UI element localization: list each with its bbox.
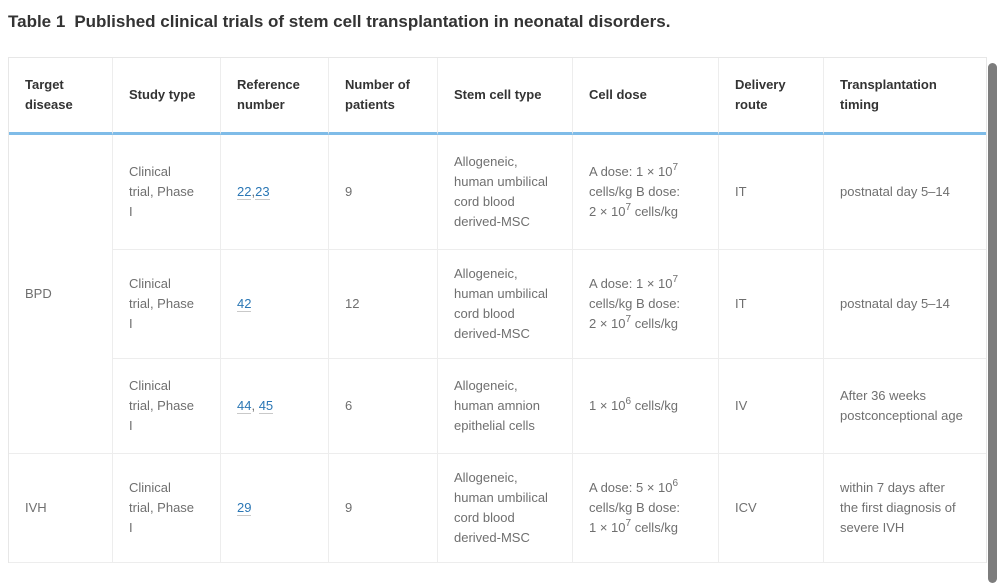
reference-link[interactable]: 29: [237, 500, 252, 516]
column-header-transplantation-timing: Transplantation timing: [824, 58, 986, 135]
table-caption-label: Table 1: [8, 12, 66, 31]
cell-delivery-route: IT: [719, 135, 824, 250]
cell-reference-number: 42: [221, 250, 329, 359]
reference-link[interactable]: 44: [237, 398, 252, 414]
reference-link[interactable]: 23: [255, 184, 270, 200]
column-header-stem-cell-type: Stem cell type: [438, 58, 573, 135]
reference-link[interactable]: 42: [237, 296, 252, 312]
cell-delivery-route: IV: [719, 359, 824, 454]
table-row: Clinical trial, Phase I 44, 45 6 Allogeneic…: [9, 359, 986, 454]
column-header-target-disease: Target disease: [9, 58, 113, 135]
cell-stem-cell-type: Allogeneic, human amnion epithelial cell…: [438, 359, 573, 454]
cell-cell-dose: A dose: 1 × 107 cells/kg B dose: 2 × 107…: [573, 250, 719, 359]
column-header-reference-number: Reference number: [221, 58, 329, 135]
column-header-delivery-route: Delivery route: [719, 58, 824, 135]
cell-number-of-patients: 12: [329, 250, 438, 359]
column-header-cell-dose: Cell dose: [573, 58, 719, 135]
cell-transplantation-timing: postnatal day 5–14: [824, 135, 986, 250]
cell-study-type: Clinical trial, Phase I: [113, 454, 221, 563]
table-caption-text: Published clinical trials of stem cell t…: [74, 12, 671, 31]
dose-exponent: 7: [625, 314, 632, 325]
cell-stem-cell-type: Allogeneic, human umbilical cord blood d…: [438, 250, 573, 359]
vertical-scrollbar-thumb[interactable]: [988, 63, 997, 583]
table-row: IVH Clinical trial, Phase I 29 9 Allogeneic,…: [9, 454, 986, 563]
cell-number-of-patients: 6: [329, 359, 438, 454]
clinical-trials-table: Target disease Study type Reference numb…: [9, 58, 986, 563]
cell-target-disease: IVH: [9, 454, 113, 563]
header-row: Target disease Study type Reference numb…: [9, 58, 986, 135]
table-row: Clinical trial, Phase I 42 12 Allogeneic, h…: [9, 250, 986, 359]
cell-number-of-patients: 9: [329, 135, 438, 250]
cell-stem-cell-type: Allogeneic, human umbilical cord blood d…: [438, 454, 573, 563]
reference-link[interactable]: 45: [258, 398, 274, 414]
cell-delivery-route: IT: [719, 250, 824, 359]
column-header-number-of-patients: Number of patients: [329, 58, 438, 135]
table-caption: Table 1 Published clinical trials of stem…: [8, 10, 1002, 34]
cell-reference-number: 44, 45: [221, 359, 329, 454]
table-scroll-container: Target disease Study type Reference numb…: [8, 57, 987, 563]
cell-study-type: Clinical trial, Phase I: [113, 250, 221, 359]
cell-number-of-patients: 9: [329, 454, 438, 563]
cell-target-disease: BPD: [9, 135, 113, 454]
cell-cell-dose: A dose: 1 × 107 cells/kg B dose: 2 × 107…: [573, 135, 719, 250]
dose-exponent: 7: [625, 518, 632, 529]
dose-exponent: 7: [672, 274, 679, 285]
cell-cell-dose: A dose: 5 × 106 cells/kg B dose: 1 × 107…: [573, 454, 719, 563]
cell-reference-number: 22,23: [221, 135, 329, 250]
cell-transplantation-timing: After 36 weeks postconceptional age: [824, 359, 986, 454]
cell-transplantation-timing: postnatal day 5–14: [824, 250, 986, 359]
dose-exponent: 6: [625, 396, 632, 407]
table-header: Target disease Study type Reference numb…: [9, 58, 986, 135]
cell-cell-dose: 1 × 106 cells/kg: [573, 359, 719, 454]
cell-study-type: Clinical trial, Phase I: [113, 135, 221, 250]
cell-reference-number: 29: [221, 454, 329, 563]
cell-transplantation-timing: within 7 days after the first diagnosis …: [824, 454, 986, 563]
dose-exponent: 7: [672, 162, 679, 173]
cell-study-type: Clinical trial, Phase I: [113, 359, 221, 454]
column-header-study-type: Study type: [113, 58, 221, 135]
cell-stem-cell-type: Allogeneic, human umbilical cord blood d…: [438, 135, 573, 250]
dose-exponent: 7: [625, 202, 632, 213]
cell-delivery-route: ICV: [719, 454, 824, 563]
table-row: BPD Clinical trial, Phase I 22,23 9 Allogene…: [9, 135, 986, 454]
reference-link[interactable]: 22: [237, 184, 252, 200]
dose-exponent: 6: [672, 478, 679, 489]
table-body: BPD Clinical trial, Phase I 22,23 9 Allogene…: [9, 135, 986, 563]
